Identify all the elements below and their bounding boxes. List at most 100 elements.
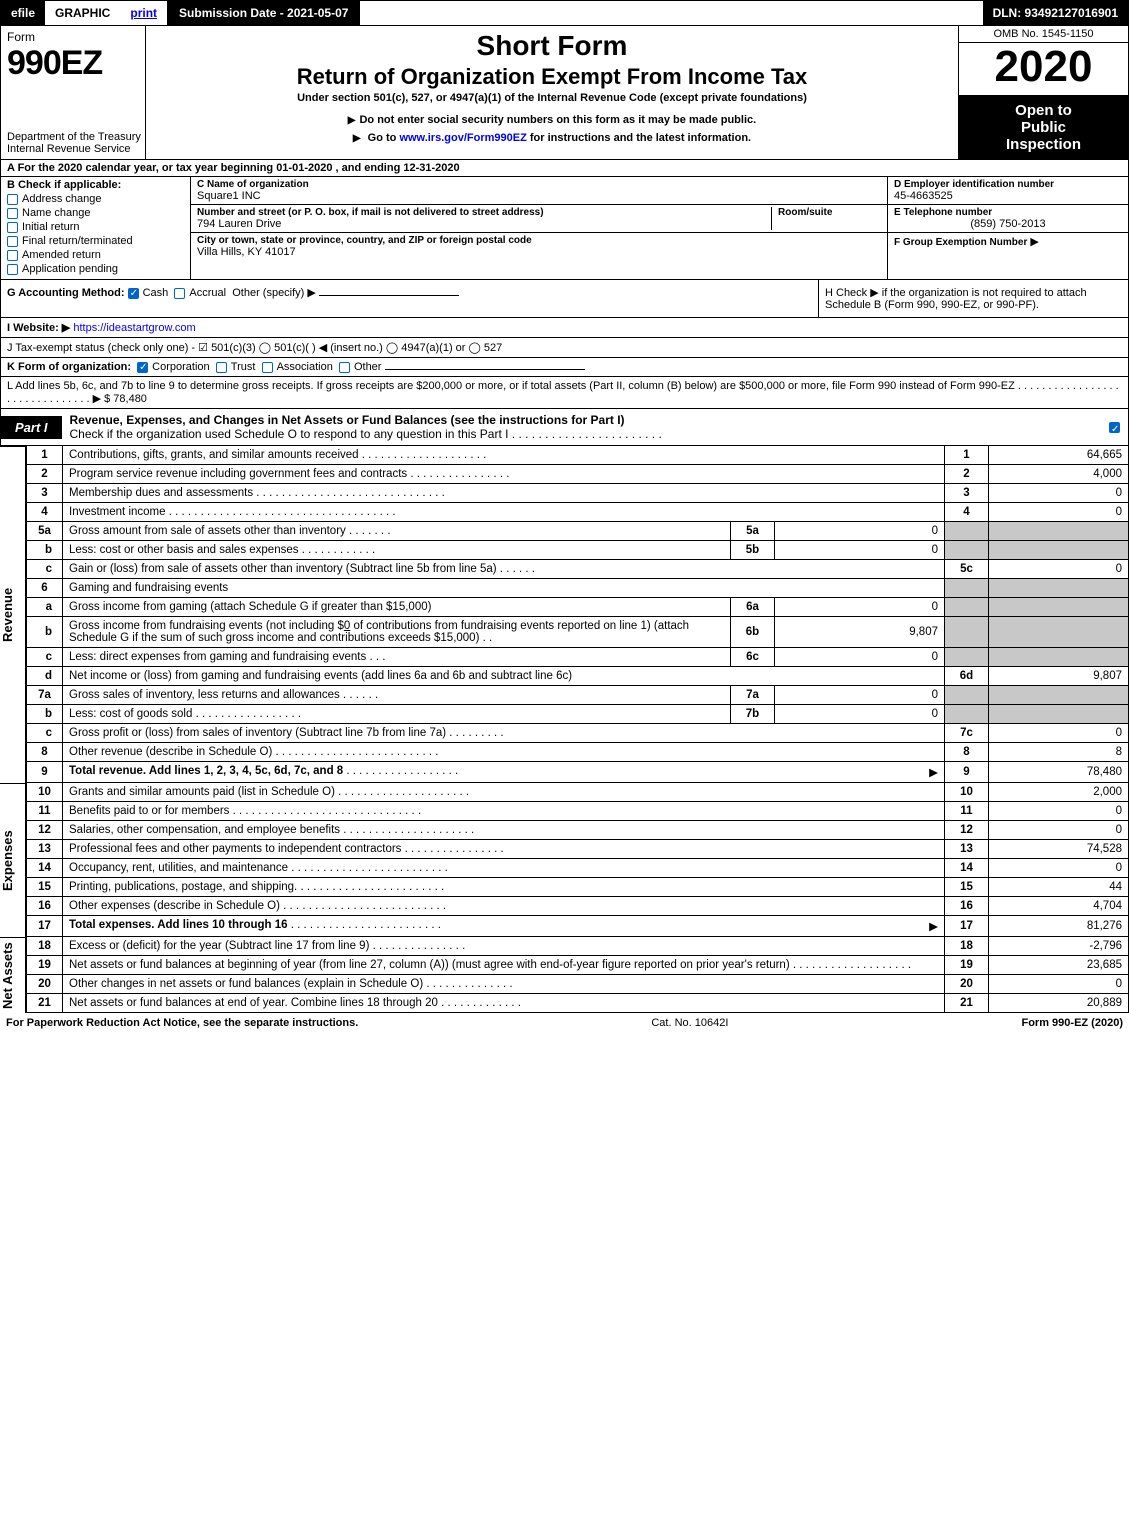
checkbox-icon[interactable] [7, 194, 18, 205]
line-14: 14Occupancy, rent, utilities, and mainte… [27, 859, 1129, 878]
chk-name-change[interactable]: Name change [7, 207, 184, 219]
print-link[interactable]: print [120, 3, 167, 23]
ein-value: 45-4663525 [894, 190, 1122, 202]
checkbox-corp-icon[interactable] [137, 362, 148, 373]
header-left: Form 990EZ Department of the Treasury In… [1, 26, 146, 159]
other-label: Other (specify) ▶ [232, 287, 316, 299]
l-amount: 78,480 [113, 393, 147, 405]
org-name-value: Square1 INC [197, 190, 881, 202]
revenue-vertical-label: Revenue [0, 446, 26, 783]
form-number: 990EZ [7, 44, 139, 83]
other-org-label: Other [354, 361, 382, 373]
line-5c: cGain or (loss) from sale of assets othe… [27, 560, 1129, 579]
checkbox-assoc-icon[interactable] [262, 362, 273, 373]
chk-initial-return[interactable]: Initial return [7, 221, 184, 233]
line-10: 10Grants and similar amounts paid (list … [27, 783, 1129, 802]
page-footer: For Paperwork Reduction Act Notice, see … [0, 1013, 1129, 1033]
line-8: 8Other revenue (describe in Schedule O) … [27, 743, 1129, 762]
line-17: 17Total expenses. Add lines 10 through 1… [27, 916, 1129, 937]
section-a-tax-year: A For the 2020 calendar year, or tax yea… [0, 160, 1129, 177]
line-21: 21Net assets or fund balances at end of … [27, 994, 1129, 1013]
netassets-vertical-label: Net Assets [0, 937, 26, 1013]
dept-line1: Department of the Treasury [7, 131, 141, 143]
department-label: Department of the Treasury Internal Reve… [7, 131, 141, 155]
k-label: K Form of organization: [7, 361, 131, 373]
line-2: 2Program service revenue including gover… [27, 465, 1129, 484]
line-3: 3Membership dues and assessments . . . .… [27, 484, 1129, 503]
city-label: City or town, state or province, country… [197, 235, 881, 246]
other-org-input[interactable] [385, 369, 585, 370]
checkbox-other-icon[interactable] [339, 362, 350, 373]
row-i-website: I Website: ▶ https://ideastartgrow.com [0, 318, 1129, 338]
website-link[interactable]: https://ideastartgrow.com [73, 322, 195, 334]
footer-cat: Cat. No. 10642I [651, 1017, 728, 1029]
part1-schedule-o-checkbox-icon[interactable] [1109, 422, 1120, 433]
h-text: H Check ▶ if the organization is not req… [825, 287, 1087, 311]
checkbox-icon[interactable] [7, 222, 18, 233]
row-g-accounting: G Accounting Method: Cash Accrual Other … [0, 279, 1129, 318]
dept-line2: Internal Revenue Service [7, 143, 131, 155]
line-6: 6Gaming and fundraising events [27, 579, 1129, 598]
chk-amended-return[interactable]: Amended return [7, 249, 184, 261]
line-7b: bLess: cost of goods sold . . . . . . . … [27, 705, 1129, 724]
other-specify-input[interactable] [319, 295, 459, 296]
line-6c: cLess: direct expenses from gaming and f… [27, 648, 1129, 667]
chk-application-pending[interactable]: Application pending [7, 263, 184, 275]
row-h-schedule-b: H Check ▶ if the organization is not req… [818, 280, 1128, 317]
trust-label: Trust [231, 361, 256, 373]
line-9: 9Total revenue. Add lines 1, 2, 3, 4, 5c… [27, 762, 1129, 783]
top-bar: efile GRAPHIC print Submission Date - 20… [0, 0, 1129, 26]
return-title: Return of Organization Exempt From Incom… [156, 64, 948, 90]
checkbox-icon[interactable] [7, 236, 18, 247]
row-l-gross-receipts: L Add lines 5b, 6c, and 7b to line 9 to … [0, 377, 1129, 409]
goto-arrow-icon [353, 132, 365, 144]
form-header: Form 990EZ Department of the Treasury In… [0, 26, 1129, 160]
part1-title-text: Revenue, Expenses, and Changes in Net As… [70, 413, 625, 427]
irs-link[interactable]: www.irs.gov/Form990EZ [399, 132, 526, 144]
line-6a: aGross income from gaming (attach Schedu… [27, 598, 1129, 617]
col-b-check-applicable: B Check if applicable: Address change Na… [1, 177, 191, 279]
checkbox-trust-icon[interactable] [216, 362, 227, 373]
line-5a: 5aGross amount from sale of assets other… [27, 522, 1129, 541]
phone-label: E Telephone number [894, 207, 1122, 218]
expenses-section: Expenses 10Grants and similar amounts pa… [0, 783, 1129, 937]
note-goto: Go to www.irs.gov/Form990EZ for instruct… [156, 132, 948, 144]
part1-subtitle: Check if the organization used Schedule … [70, 427, 662, 441]
revenue-section: Revenue 1Contributions, gifts, grants, a… [0, 446, 1129, 783]
arrow-icon: ▶ [1030, 236, 1038, 248]
chk-address-change[interactable]: Address change [7, 193, 184, 205]
part1-title: Revenue, Expenses, and Changes in Net As… [62, 409, 1109, 445]
goto-post: for instructions and the latest informat… [527, 132, 751, 144]
accrual-label: Accrual [189, 287, 226, 299]
open2: Public [1021, 119, 1066, 136]
corp-label: Corporation [152, 361, 209, 373]
graphic-label: GRAPHIC [45, 3, 120, 23]
dln-badge: DLN: 93492127016901 [983, 1, 1128, 25]
row-j-tax-exempt: J Tax-exempt status (check only one) - ☑… [0, 338, 1129, 358]
line-12: 12Salaries, other compensation, and empl… [27, 821, 1129, 840]
footer-right: Form 990-EZ (2020) [1021, 1017, 1123, 1029]
netassets-table: 18Excess or (deficit) for the year (Subt… [26, 937, 1129, 1013]
assoc-label: Association [277, 361, 333, 373]
line-19: 19Net assets or fund balances at beginni… [27, 956, 1129, 975]
cash-label: Cash [143, 287, 169, 299]
checkbox-accrual-icon[interactable] [174, 288, 185, 299]
chk-final-return[interactable]: Final return/terminated [7, 235, 184, 247]
tax-year: 2020 [959, 43, 1128, 96]
checkbox-icon[interactable] [7, 264, 18, 275]
short-form-title: Short Form [156, 30, 948, 62]
city-value: Villa Hills, KY 41017 [197, 246, 881, 258]
l-text: L Add lines 5b, 6c, and 7b to line 9 to … [7, 380, 1119, 405]
checkbox-icon[interactable] [7, 208, 18, 219]
check-list: Address change Name change Initial retur… [7, 193, 184, 275]
line-18: 18Excess or (deficit) for the year (Subt… [27, 937, 1129, 956]
line-4: 4Investment income . . . . . . . . . . .… [27, 503, 1129, 522]
org-name-label: C Name of organization [197, 179, 881, 190]
checkbox-cash-icon[interactable] [128, 288, 139, 299]
line-7c: cGross profit or (loss) from sales of in… [27, 724, 1129, 743]
street-label: Number and street (or P. O. box, if mail… [197, 207, 771, 218]
accounting-method: G Accounting Method: Cash Accrual Other … [1, 280, 818, 317]
checkbox-icon[interactable] [7, 250, 18, 261]
street-value: 794 Lauren Drive [197, 218, 771, 230]
line-1: 1Contributions, gifts, grants, and simil… [27, 446, 1129, 465]
